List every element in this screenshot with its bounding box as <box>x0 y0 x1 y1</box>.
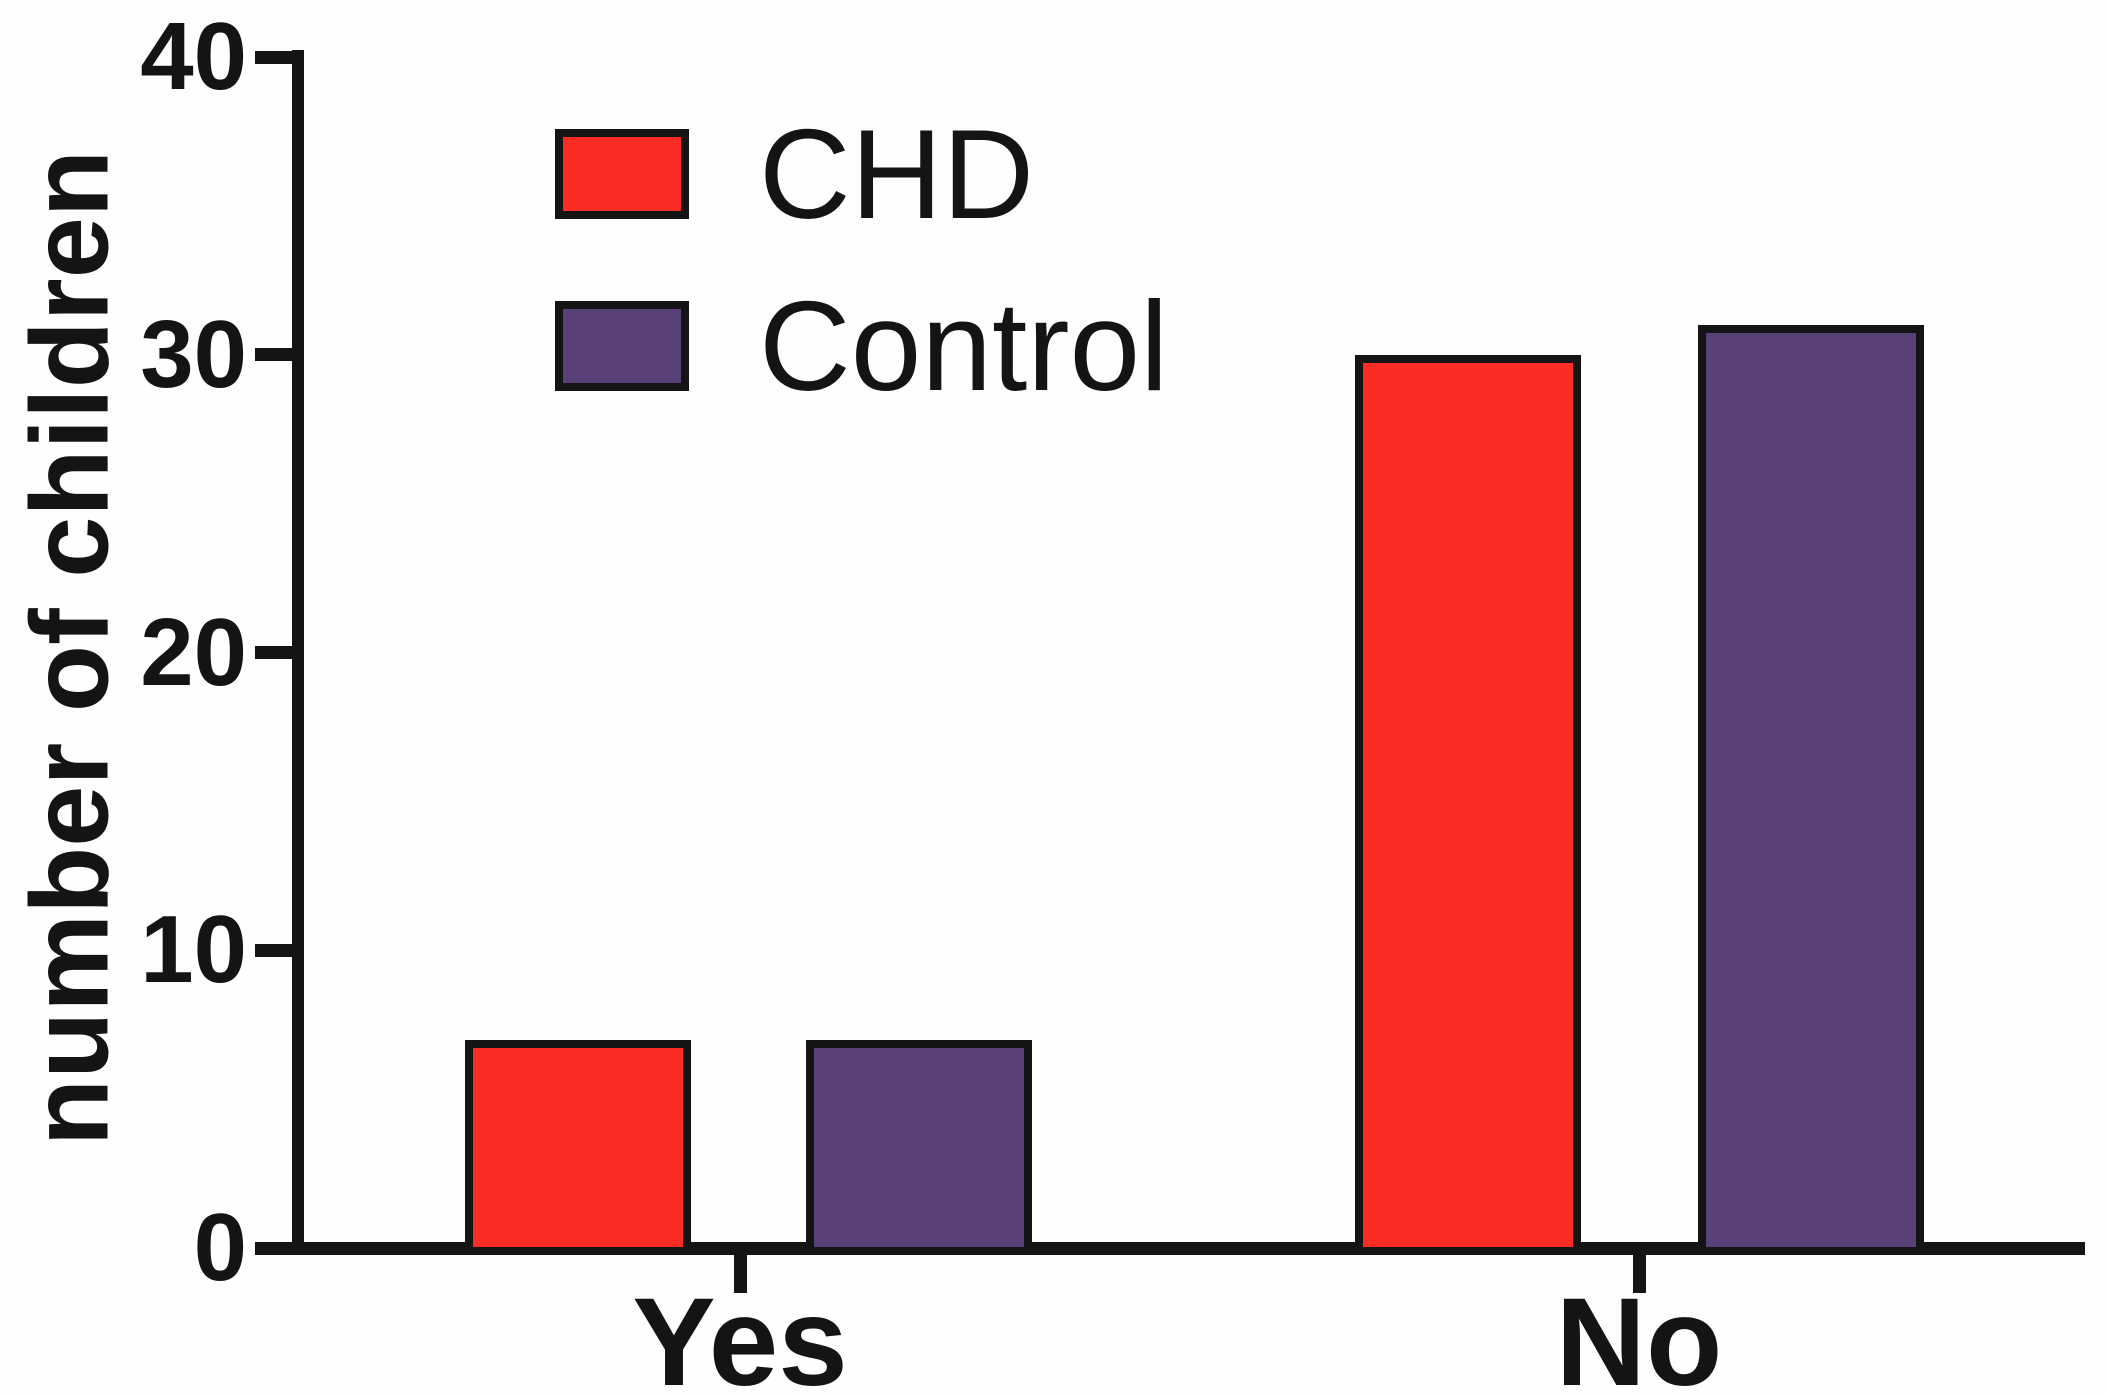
x-tick-label-yes: Yes <box>632 1273 848 1396</box>
x-tick-mark-yes <box>733 1255 747 1293</box>
bar-chd-yes <box>465 1039 691 1255</box>
y-tick-label-0: 0 <box>193 1194 247 1301</box>
y-tick-label-10: 10 <box>140 896 247 1004</box>
y-tick-label-20: 20 <box>140 598 247 706</box>
legend-label-control: Control <box>759 275 1169 417</box>
y-tick-mark-30 <box>255 348 292 362</box>
legend-label-chd: CHD <box>759 103 1035 245</box>
y-tick-label-40: 40 <box>140 3 247 110</box>
x-tick-label-no: No <box>1555 1273 1723 1396</box>
y-tick-label-30: 30 <box>140 300 247 408</box>
x-tick-mark-no <box>1632 1255 1646 1293</box>
bar-chd-no <box>1355 354 1581 1255</box>
legend-swatch-chd <box>555 129 689 219</box>
legend-item-chd: CHD <box>555 103 1035 245</box>
bar-control-no <box>1698 324 1924 1255</box>
x-axis-line <box>292 1242 2085 1255</box>
y-tick-mark-0 <box>255 1241 292 1255</box>
y-tick-mark-20 <box>255 646 292 659</box>
y-tick-mark-40 <box>255 50 292 64</box>
legend-swatch-control <box>555 301 689 391</box>
bar-control-yes <box>806 1039 1032 1255</box>
legend-item-control: Control <box>555 275 1169 417</box>
y-tick-mark-10 <box>255 943 292 957</box>
y-axis-line <box>292 50 304 1255</box>
